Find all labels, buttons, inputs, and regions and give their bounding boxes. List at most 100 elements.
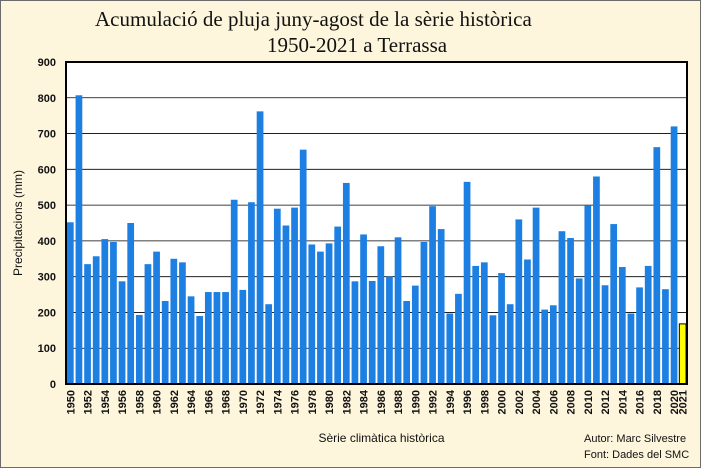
x-tick-label: 1952 [83,390,95,414]
bar-1994 [446,313,454,384]
x-tick-label: 1966 [203,390,215,414]
bar-1965 [196,316,204,384]
bar-1977 [299,149,307,384]
bar-1951 [75,95,83,385]
bar-1986 [377,246,385,384]
x-tick-label: 1996 [462,390,474,414]
x-tick-label: 1954 [100,389,112,414]
x-tick-label: 1994 [445,389,457,414]
bar-1985 [368,280,376,384]
bar-1958 [135,314,143,384]
bar-2006 [549,305,557,384]
bar-2007 [558,231,566,384]
bar-1963 [179,262,186,384]
bar-2019 [662,289,669,384]
bar-1960 [153,251,160,384]
bars [66,95,687,385]
bar-2011 [593,176,600,384]
chart-title-line2: 1950-2021 a Terrassa [267,33,448,57]
bar-2015 [627,313,635,384]
y-axis-label: Precipitacions (mm) [11,170,25,276]
bar-1984 [360,234,367,384]
x-tick-label: 1962 [169,390,181,414]
x-tick-label: 2002 [514,390,526,414]
bar-1972 [256,111,264,384]
bar-1961 [161,300,169,384]
bar-1956 [118,281,126,384]
bar-2016 [636,287,643,384]
bar-2004 [532,207,540,384]
plot-area [66,62,687,384]
bar-1976 [291,207,298,384]
y-tick-label: 0 [50,379,56,391]
x-tick-label: 2018 [652,390,664,414]
bar-1987 [386,276,393,384]
x-tick-label: 1974 [272,389,284,414]
x-tick-label: 1950 [65,390,77,414]
x-tick-label: 1982 [341,390,353,414]
bar-2012 [601,285,609,384]
bar-1954 [101,239,109,384]
x-tick-label: 1968 [221,390,233,414]
bar-1981 [334,226,342,384]
bar-2013 [610,224,618,384]
x-tick-label: 2014 [617,389,629,414]
x-tick-label: 2016 [635,390,647,414]
bar-1952 [84,264,91,384]
y-tick-label: 100 [38,343,56,355]
y-tick-label: 200 [38,307,56,319]
y-tick-label: 700 [38,129,56,141]
y-tick-label: 500 [38,200,56,212]
bar-2009 [575,278,583,384]
bar-1955 [110,241,117,384]
y-tick-label: 400 [38,236,56,248]
bar-1995 [455,293,462,384]
y-tick-label: 300 [38,272,56,284]
bar-1959 [144,264,152,384]
x-tick-label: 2008 [566,390,578,414]
x-tick-label: 1990 [410,390,422,414]
bar-1969 [230,199,238,384]
x-tick-label: 2000 [497,390,509,414]
bar-1999 [489,315,497,384]
bar-1983 [351,281,359,384]
x-axis-ticks: 1950 1952 1954 1956 1958 1960 1962 1964 1966 1968… [65,389,689,414]
bar-1979 [317,251,324,384]
plot-border [65,61,688,385]
bar-1982 [342,182,350,384]
x-tick-label: 1976 [290,390,302,414]
x-tick-label: 1998 [479,390,491,414]
bar-1953 [92,256,100,384]
x-tick-label: 1972 [255,390,267,414]
bar-2008 [567,238,574,384]
bar-2018 [653,147,661,384]
x-tick-label: 1992 [428,390,440,414]
bar-2020 [670,126,678,385]
bar-2014 [618,267,626,384]
x-tick-label: 1986 [376,390,388,414]
x-tick-label: 1988 [393,390,405,414]
bar-1998 [480,262,488,384]
bar-2010 [584,205,592,384]
x-tick-label: 2010 [583,390,595,414]
credit-block: Autor: Marc Silvestre Font: Dades del SM… [584,431,689,463]
bar-2003 [524,259,531,384]
bar-1991 [420,241,428,384]
bar-1992 [429,206,436,384]
bar-1996 [463,181,471,384]
bar-1957 [127,223,135,384]
bar-1967 [213,292,221,384]
x-tick-label: 2004 [531,389,543,414]
source-credit: Font: Dades del SMC [584,449,690,461]
bar-1962 [170,258,178,384]
bar-1974 [273,208,281,384]
bar-1971 [248,202,255,384]
y-tick-label: 900 [38,57,56,69]
bar-1973 [265,304,273,384]
chart-title-line1: Acumulació de pluja juny-agost de la sèr… [95,7,532,31]
bar-1990 [411,285,419,384]
x-tick-label: 1980 [324,390,336,414]
bar-1968 [222,292,229,384]
x-tick-label: 2021 [678,390,690,414]
